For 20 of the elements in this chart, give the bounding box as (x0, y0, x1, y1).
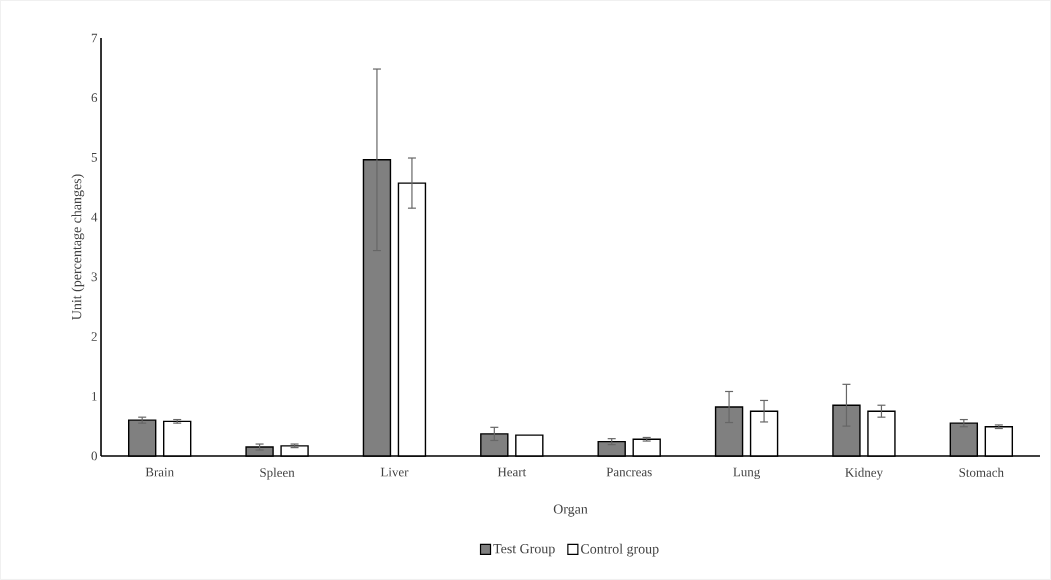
x-tick-label: Kidney (845, 467, 883, 480)
y-axis-title: Unit (percentage changes) (71, 174, 85, 320)
y-tick-label: 1 (92, 392, 97, 401)
x-tick-label: Lung (733, 467, 760, 480)
legend-label: Control group (581, 543, 659, 557)
y-tick-label: 0 (91, 451, 97, 461)
x-tick-label: Stomach (959, 467, 1004, 477)
y-tick-label: 7 (91, 33, 98, 43)
y-tick-label: 5 (91, 153, 97, 162)
x-tick-label: Spleen (260, 467, 295, 480)
x-tick-label: Brain (145, 467, 174, 477)
y-tick-label: 3 (91, 272, 97, 282)
y-tick-label: 6 (91, 93, 98, 103)
y-tick-label: 2 (91, 332, 97, 341)
x-tick-label: Heart (497, 467, 527, 477)
x-tick-label: Pancreas (606, 467, 652, 477)
y-tick-label: 4 (91, 212, 98, 222)
x-axis-title: Organ (553, 504, 588, 517)
legend-label: Test Group (493, 543, 555, 557)
x-tick-label: Liver (380, 467, 409, 477)
